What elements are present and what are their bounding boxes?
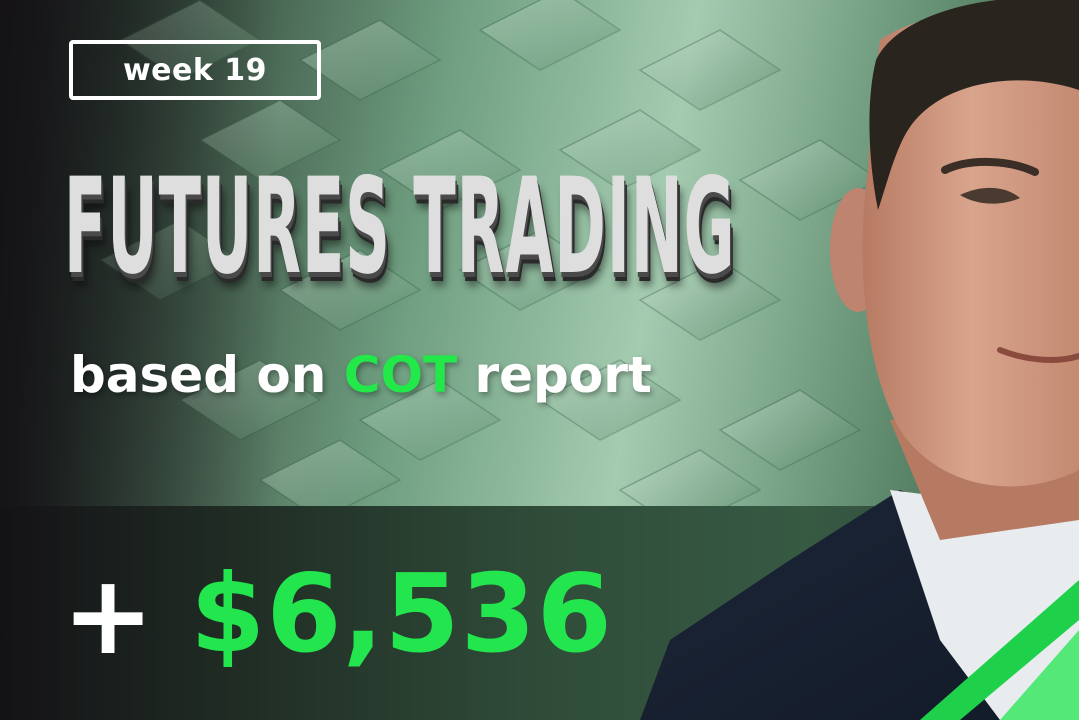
main-title-text: FUTURES TRADING <box>64 150 736 304</box>
profit-amount: + $6,536 <box>62 545 613 685</box>
amount-value: $6,536 <box>190 552 613 677</box>
week-badge: week 19 <box>69 40 321 100</box>
green-accent-stripe <box>920 580 1079 720</box>
plus-icon: + <box>62 551 155 679</box>
subtitle: based on COT report <box>70 335 652 415</box>
subtitle-part1: based on <box>70 346 344 404</box>
main-title: FUTURES TRADING <box>64 142 784 312</box>
subtitle-part2: report <box>457 346 652 404</box>
week-badge-label: week 19 <box>122 52 268 88</box>
subtitle-highlight-cot: COT <box>343 346 458 404</box>
